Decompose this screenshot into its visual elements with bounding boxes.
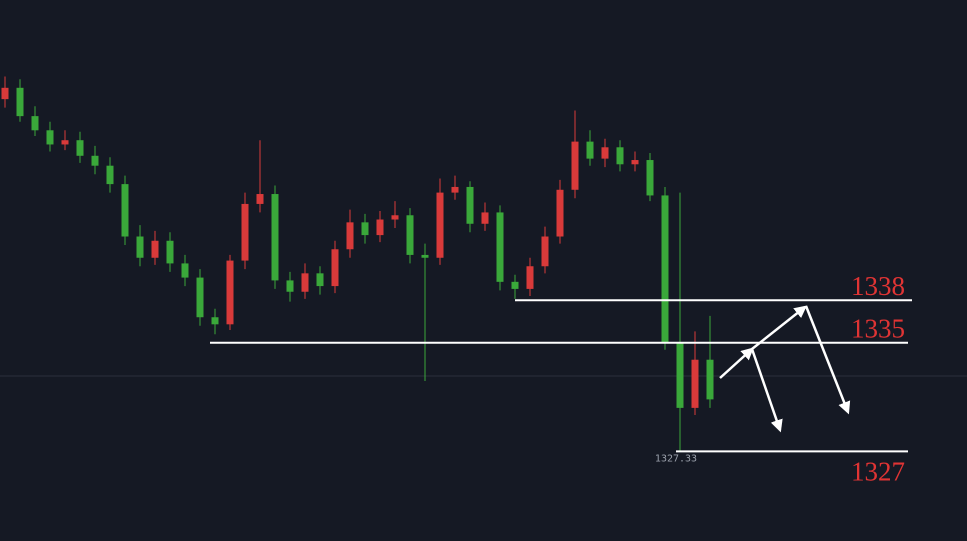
candle-body: [226, 260, 234, 325]
level-label: 1327: [851, 456, 905, 486]
candle-body: [496, 212, 504, 282]
candle-body: [601, 147, 609, 159]
candle-body: [346, 222, 354, 250]
candle-body: [316, 273, 324, 287]
candle-body: [706, 359, 714, 400]
arrow: [750, 348, 783, 433]
candle-body: [571, 141, 579, 190]
candle-body: [556, 189, 564, 237]
candle-body: [466, 186, 474, 224]
candle-body: [121, 184, 129, 237]
candle-body: [166, 240, 174, 264]
level-label: 1335: [851, 314, 905, 344]
candle-body: [526, 266, 534, 289]
candle-body: [541, 236, 549, 267]
candle-body: [91, 155, 99, 166]
candle-body: [421, 254, 429, 258]
candle-body: [211, 317, 219, 325]
candle-body: [1, 87, 9, 100]
candle-body: [61, 140, 69, 145]
candle-body: [646, 160, 654, 196]
candle-body: [436, 192, 444, 258]
candle-body: [76, 140, 84, 156]
arrow: [804, 305, 851, 415]
candle-body: [661, 195, 669, 343]
candle-body: [676, 342, 684, 408]
candle-body: [331, 249, 339, 287]
candle-body: [586, 141, 594, 159]
candle-body: [106, 165, 114, 185]
candle-body: [361, 222, 369, 236]
low-label: 1327.33: [655, 453, 697, 464]
level-label: 1338: [851, 271, 905, 301]
candle-body: [151, 240, 159, 258]
candle-body: [511, 281, 519, 289]
levels: 1338 1335 1327 1327.33: [210, 271, 912, 486]
candle-body: [616, 147, 624, 165]
candle-body: [16, 87, 24, 117]
candle-body: [256, 194, 264, 204]
candles: [1, 76, 714, 452]
candle-body: [406, 215, 414, 255]
candle-body: [196, 277, 204, 318]
candle-body: [451, 186, 459, 193]
candle-body: [31, 116, 39, 131]
candle-body: [301, 273, 309, 292]
candle-body: [481, 212, 489, 224]
candle-body: [136, 236, 144, 258]
candle-body: [46, 130, 54, 145]
candle-body: [241, 203, 249, 261]
candle-body: [271, 194, 279, 281]
candle-body: [286, 280, 294, 292]
candle-body: [691, 359, 699, 408]
arrow: [751, 305, 807, 350]
arrows: [719, 305, 851, 433]
candle-body: [376, 219, 384, 236]
arrow: [719, 347, 754, 379]
candle-body: [181, 263, 189, 278]
candle-body: [631, 160, 639, 165]
candle-body: [391, 215, 399, 220]
